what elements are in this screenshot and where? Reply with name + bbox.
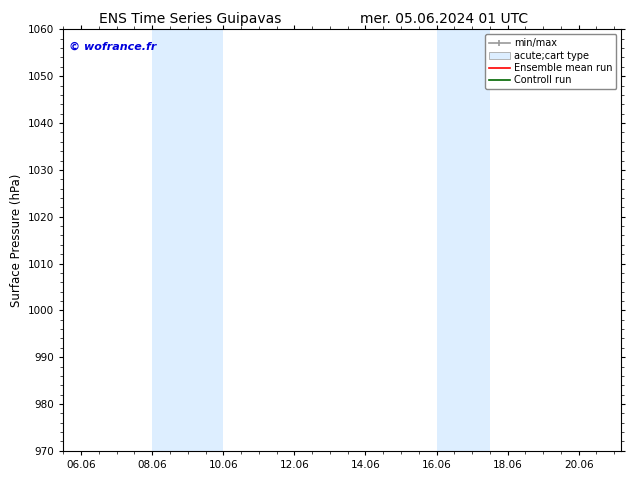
Text: ENS Time Series Guipavas: ENS Time Series Guipavas — [99, 12, 281, 26]
Text: mer. 05.06.2024 01 UTC: mer. 05.06.2024 01 UTC — [359, 12, 528, 26]
Bar — [437, 29, 490, 451]
Text: © wofrance.fr: © wofrance.fr — [69, 42, 157, 52]
Legend: min/max, acute;cart type, Ensemble mean run, Controll run: min/max, acute;cart type, Ensemble mean … — [485, 34, 616, 89]
Bar — [152, 29, 223, 451]
Y-axis label: Surface Pressure (hPa): Surface Pressure (hPa) — [10, 173, 23, 307]
